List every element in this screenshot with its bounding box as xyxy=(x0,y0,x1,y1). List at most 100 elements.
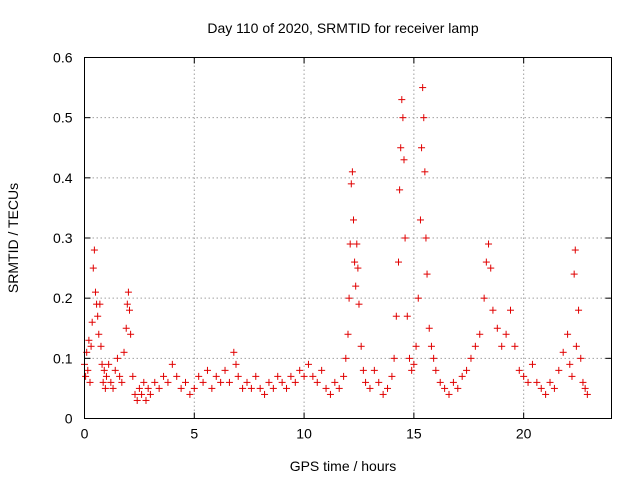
data-point xyxy=(422,234,430,242)
data-point xyxy=(177,384,185,392)
data-point xyxy=(362,378,370,386)
data-point xyxy=(133,396,141,404)
data-point xyxy=(142,396,150,404)
data-point xyxy=(287,372,295,380)
data-point xyxy=(396,186,404,194)
y-tick-label: 0.3 xyxy=(53,230,73,246)
data-point xyxy=(186,390,194,398)
data-point xyxy=(340,372,348,380)
data-point xyxy=(550,384,558,392)
data-point xyxy=(199,378,207,386)
y-tick-label: 0.5 xyxy=(53,110,73,126)
data-point xyxy=(355,300,363,308)
data-point xyxy=(524,378,532,386)
data-point xyxy=(414,294,422,302)
data-point xyxy=(225,378,233,386)
data-point xyxy=(416,216,424,224)
data-point xyxy=(520,372,528,380)
data-point xyxy=(476,330,484,338)
data-point xyxy=(90,246,98,254)
data-point xyxy=(575,306,583,314)
data-point xyxy=(243,378,251,386)
data-point xyxy=(101,384,109,392)
data-point xyxy=(441,384,449,392)
data-point xyxy=(126,306,134,314)
data-point xyxy=(419,84,427,92)
data-point xyxy=(353,240,361,248)
x-tick-label: 10 xyxy=(296,426,312,442)
data-point xyxy=(95,330,103,338)
data-point xyxy=(129,372,137,380)
data-point xyxy=(427,342,435,350)
data-point xyxy=(151,378,159,386)
y-tick-label: 0.6 xyxy=(53,50,73,66)
data-point xyxy=(160,372,168,380)
data-point xyxy=(482,258,490,266)
data-point xyxy=(111,366,119,374)
data-points xyxy=(81,84,591,404)
data-point xyxy=(348,168,356,176)
data-point xyxy=(399,114,407,122)
data-point xyxy=(568,372,576,380)
data-point xyxy=(418,144,426,152)
data-point xyxy=(230,348,238,356)
data-point xyxy=(480,294,488,302)
data-point xyxy=(123,300,131,308)
data-point xyxy=(221,366,229,374)
x-tick-label: 15 xyxy=(406,426,422,442)
y-tick-label: 0.4 xyxy=(53,170,73,186)
data-point xyxy=(94,312,102,320)
data-point xyxy=(555,366,563,374)
data-point xyxy=(454,384,462,392)
data-point xyxy=(144,384,152,392)
data-point xyxy=(102,372,110,380)
data-point xyxy=(342,354,350,362)
data-point xyxy=(347,180,355,188)
data-point xyxy=(89,264,97,272)
data-point xyxy=(400,156,408,164)
data-point xyxy=(352,282,360,290)
data-point xyxy=(168,360,176,368)
y-tick-label: 0.2 xyxy=(53,290,73,306)
data-point xyxy=(349,216,357,224)
data-point xyxy=(346,240,354,248)
data-point xyxy=(430,354,438,362)
data-point xyxy=(120,348,128,356)
data-point xyxy=(118,378,126,386)
data-point xyxy=(445,390,453,398)
data-point xyxy=(449,378,457,386)
data-point xyxy=(398,96,406,104)
data-point xyxy=(395,258,403,266)
data-point xyxy=(88,318,96,326)
data-point xyxy=(345,294,353,302)
data-point xyxy=(423,270,431,278)
data-point xyxy=(458,372,466,380)
data-point xyxy=(208,384,216,392)
data-point xyxy=(313,378,321,386)
data-point xyxy=(528,360,536,368)
data-point xyxy=(296,366,304,374)
data-point xyxy=(212,372,220,380)
chart-title: Day 110 of 2020, SRMTID for receiver lam… xyxy=(207,20,479,36)
data-point xyxy=(138,390,146,398)
data-point xyxy=(401,234,409,242)
data-point xyxy=(379,390,387,398)
data-point xyxy=(278,378,286,386)
data-point xyxy=(579,378,587,386)
x-tick-label: 0 xyxy=(81,426,89,442)
data-point xyxy=(366,384,374,392)
data-point xyxy=(397,144,405,152)
data-point xyxy=(533,378,541,386)
data-point xyxy=(390,354,398,362)
data-point xyxy=(84,366,92,374)
data-point xyxy=(498,342,506,350)
data-point xyxy=(116,372,124,380)
y-tick-label: 0 xyxy=(65,411,73,427)
data-point xyxy=(412,342,420,350)
data-point xyxy=(124,288,132,296)
data-point xyxy=(269,384,277,392)
data-point xyxy=(97,342,105,350)
data-point xyxy=(564,330,572,338)
data-point xyxy=(559,348,567,356)
data-point xyxy=(493,324,501,332)
